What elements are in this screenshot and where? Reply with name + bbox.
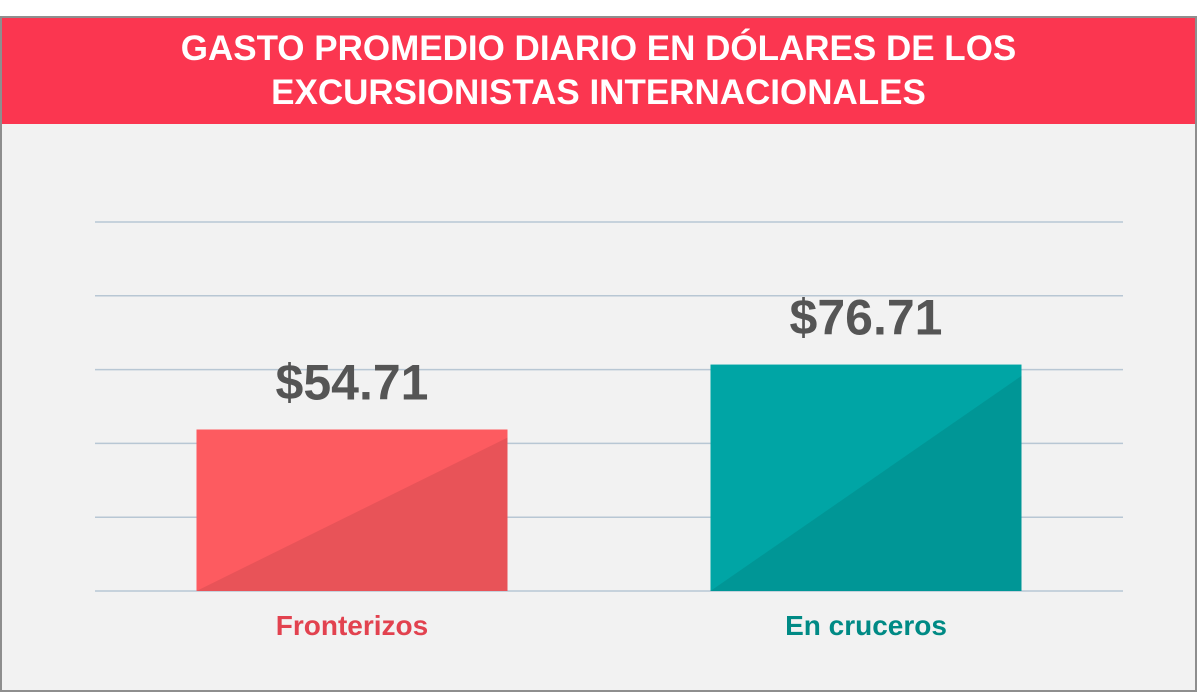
chart-title: GASTO PROMEDIO DIARIO EN DÓLARES DE LOS … — [180, 29, 1017, 112]
category-label-en-cruceros: En cruceros — [785, 610, 947, 641]
value-label-en-cruceros: $76.71 — [790, 290, 943, 346]
labels: $54.71 Fronterizos $76.71 En cruceros — [276, 290, 947, 641]
value-label-fronterizos: $54.71 — [276, 354, 429, 410]
bars — [196, 364, 1022, 591]
bar-shade-fronterizos — [196, 437, 508, 591]
category-label-fronterizos: Fronterizos — [276, 610, 428, 641]
title-banner: GASTO PROMEDIO DIARIO EN DÓLARES DE LOS … — [2, 18, 1195, 124]
bar-shade-en-cruceros — [710, 375, 1022, 591]
